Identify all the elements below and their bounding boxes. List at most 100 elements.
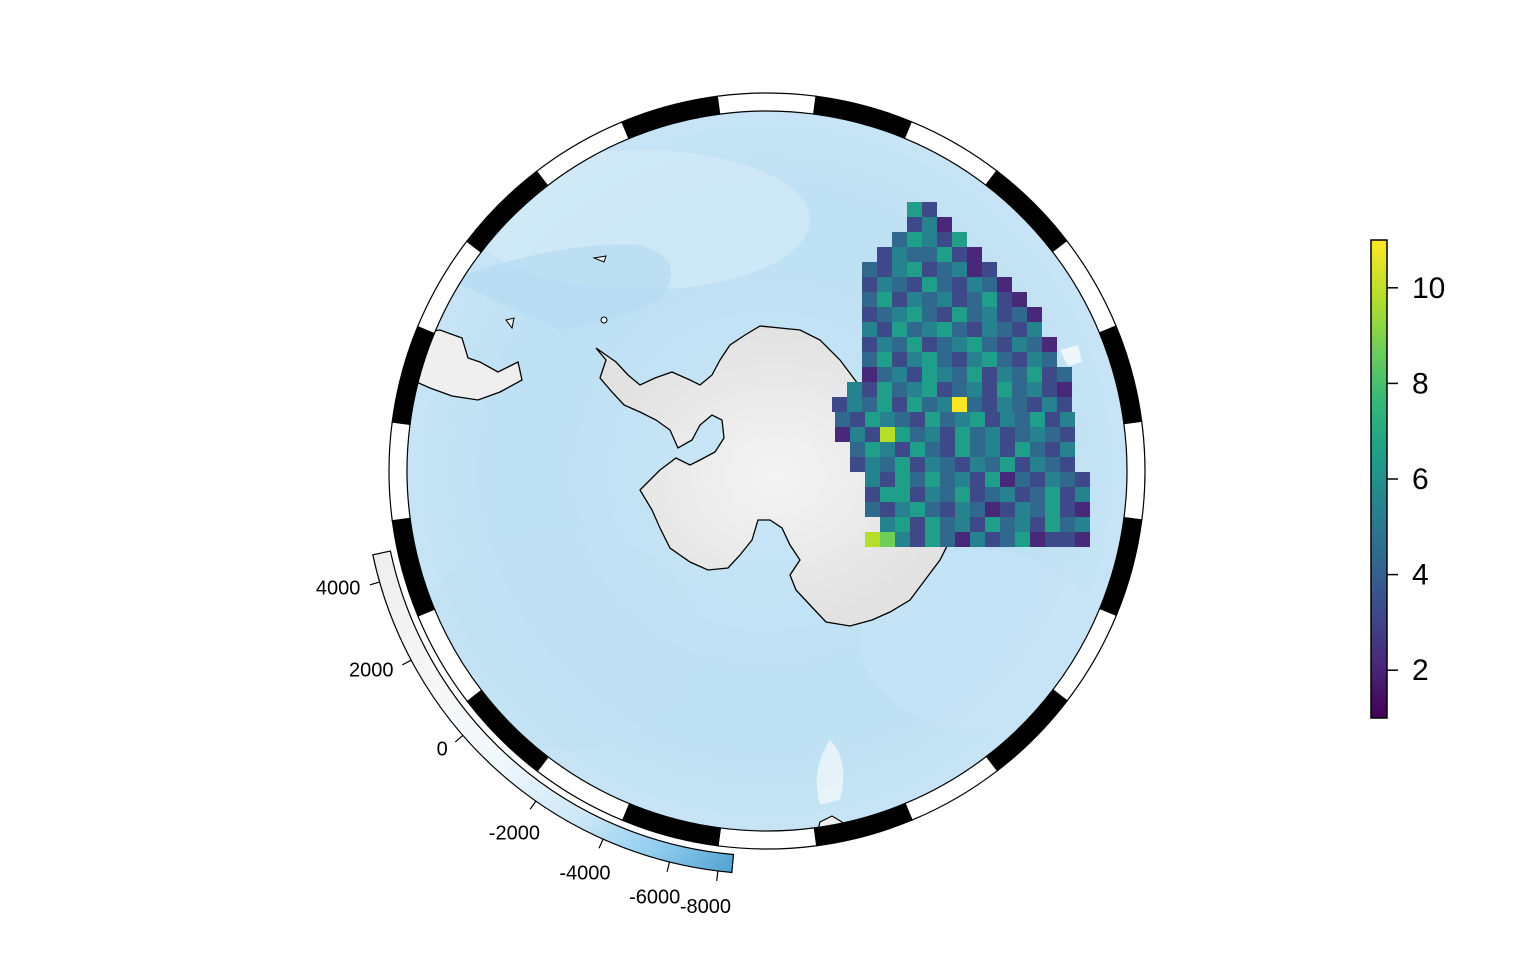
heatmap-cell <box>880 442 895 457</box>
heatmap-cell <box>862 307 877 322</box>
heatmap-cell <box>982 367 997 382</box>
heatmap-grid <box>832 202 1090 547</box>
graticule-ring <box>388 92 1146 850</box>
depth-legend-tick <box>529 800 537 810</box>
heatmap-cell <box>850 457 865 472</box>
ring-segment <box>388 421 411 522</box>
heatmap-cell <box>910 472 925 487</box>
heatmap-cell <box>922 337 937 352</box>
heatmap-cell <box>982 292 997 307</box>
heatmap-cell <box>1060 457 1075 472</box>
heatmap-cell <box>1015 442 1030 457</box>
heatmap-cell <box>850 412 865 427</box>
heatmap-cell <box>907 232 922 247</box>
heatmap-cell <box>955 502 970 517</box>
heatmap-cell <box>1000 427 1015 442</box>
heatmap-cell <box>1027 307 1042 322</box>
heatmap-cell <box>922 307 937 322</box>
heatmap-cell <box>1012 367 1027 382</box>
heatmap-cell <box>955 517 970 532</box>
heatmap-cell <box>952 262 967 277</box>
heatmap-cell <box>907 217 922 232</box>
heatmap-cell <box>910 532 925 547</box>
heatmap-cell <box>970 532 985 547</box>
heatmap-cell <box>970 457 985 472</box>
heatmap-cell <box>907 277 922 292</box>
heatmap-cell <box>862 397 877 412</box>
heatmap-cell <box>862 262 877 277</box>
heatmap-cell <box>892 397 907 412</box>
heatmap-cell <box>862 352 877 367</box>
heatmap-cell <box>880 502 895 517</box>
colorbar-label: 2 <box>1412 654 1429 687</box>
heatmap-cell <box>937 307 952 322</box>
heatmap-cell <box>1060 502 1075 517</box>
heatmap-cell <box>877 307 892 322</box>
depth-legend-label: -4000 <box>559 862 610 884</box>
heatmap-cell <box>1060 427 1075 442</box>
heatmap-cell <box>892 352 907 367</box>
ring-segment <box>1123 420 1146 521</box>
heatmap-cell <box>907 247 922 262</box>
heatmap-cell <box>862 277 877 292</box>
heatmap-cell <box>1015 487 1030 502</box>
heatmap-cell <box>925 457 940 472</box>
heatmap-cell <box>892 307 907 322</box>
heatmap-cell <box>907 322 922 337</box>
heatmap-cell <box>1030 502 1045 517</box>
heatmap-cell <box>985 502 1000 517</box>
heatmap-cell <box>1042 337 1057 352</box>
heatmap-cell <box>1015 517 1030 532</box>
heatmap-cell <box>937 232 952 247</box>
heatmap-cell <box>1060 412 1075 427</box>
heatmap-cell <box>937 247 952 262</box>
heatmap-cell <box>922 232 937 247</box>
heatmap-cell <box>952 247 967 262</box>
depth-legend-tick <box>716 870 719 881</box>
depth-legend-bar <box>372 550 735 874</box>
heatmap-cell <box>892 292 907 307</box>
heatmap-cell <box>892 232 907 247</box>
heatmap-cell <box>985 427 1000 442</box>
heatmap-cell <box>997 397 1012 412</box>
depth-legend-label: -6000 <box>629 886 680 908</box>
heatmap-cell <box>937 337 952 352</box>
heatmap-cell <box>937 262 952 277</box>
heatmap-cell <box>907 337 922 352</box>
heatmap-cell <box>880 517 895 532</box>
heatmap-cell <box>1030 517 1045 532</box>
depth-legend-label: -2000 <box>489 823 540 845</box>
heatmap-cell <box>937 292 952 307</box>
heatmap-cell <box>895 487 910 502</box>
heatmap-cell <box>940 427 955 442</box>
heatmap-cell <box>910 502 925 517</box>
heatmap-cell <box>907 352 922 367</box>
heatmap-cell <box>907 367 922 382</box>
heatmap-cell <box>952 367 967 382</box>
heatmap-cell <box>922 382 937 397</box>
heatmap-cell <box>1030 532 1045 547</box>
heatmap-cell <box>922 217 937 232</box>
heatmap-cell <box>865 487 880 502</box>
heatmap-cell <box>982 352 997 367</box>
heatmap-cell <box>865 442 880 457</box>
heatmap-cell <box>1042 367 1057 382</box>
heatmap-cell <box>1042 352 1057 367</box>
heatmap-cell <box>922 352 937 367</box>
heatmap-cell <box>862 337 877 352</box>
heatmap-cell <box>877 337 892 352</box>
heatmap-cell <box>1000 457 1015 472</box>
heatmap-cell <box>1060 442 1075 457</box>
heatmap-cell <box>952 232 967 247</box>
heatmap-cell <box>970 412 985 427</box>
heatmap-cell <box>922 367 937 382</box>
heatmap-cell <box>967 337 982 352</box>
heatmap-cell <box>952 382 967 397</box>
heatmap-cell <box>910 442 925 457</box>
heatmap-cell <box>997 322 1012 337</box>
heatmap-cell <box>937 382 952 397</box>
heatmap-cell <box>955 457 970 472</box>
heatmap-cell <box>925 502 940 517</box>
heatmap-cell <box>1045 442 1060 457</box>
heatmap-cell <box>892 337 907 352</box>
